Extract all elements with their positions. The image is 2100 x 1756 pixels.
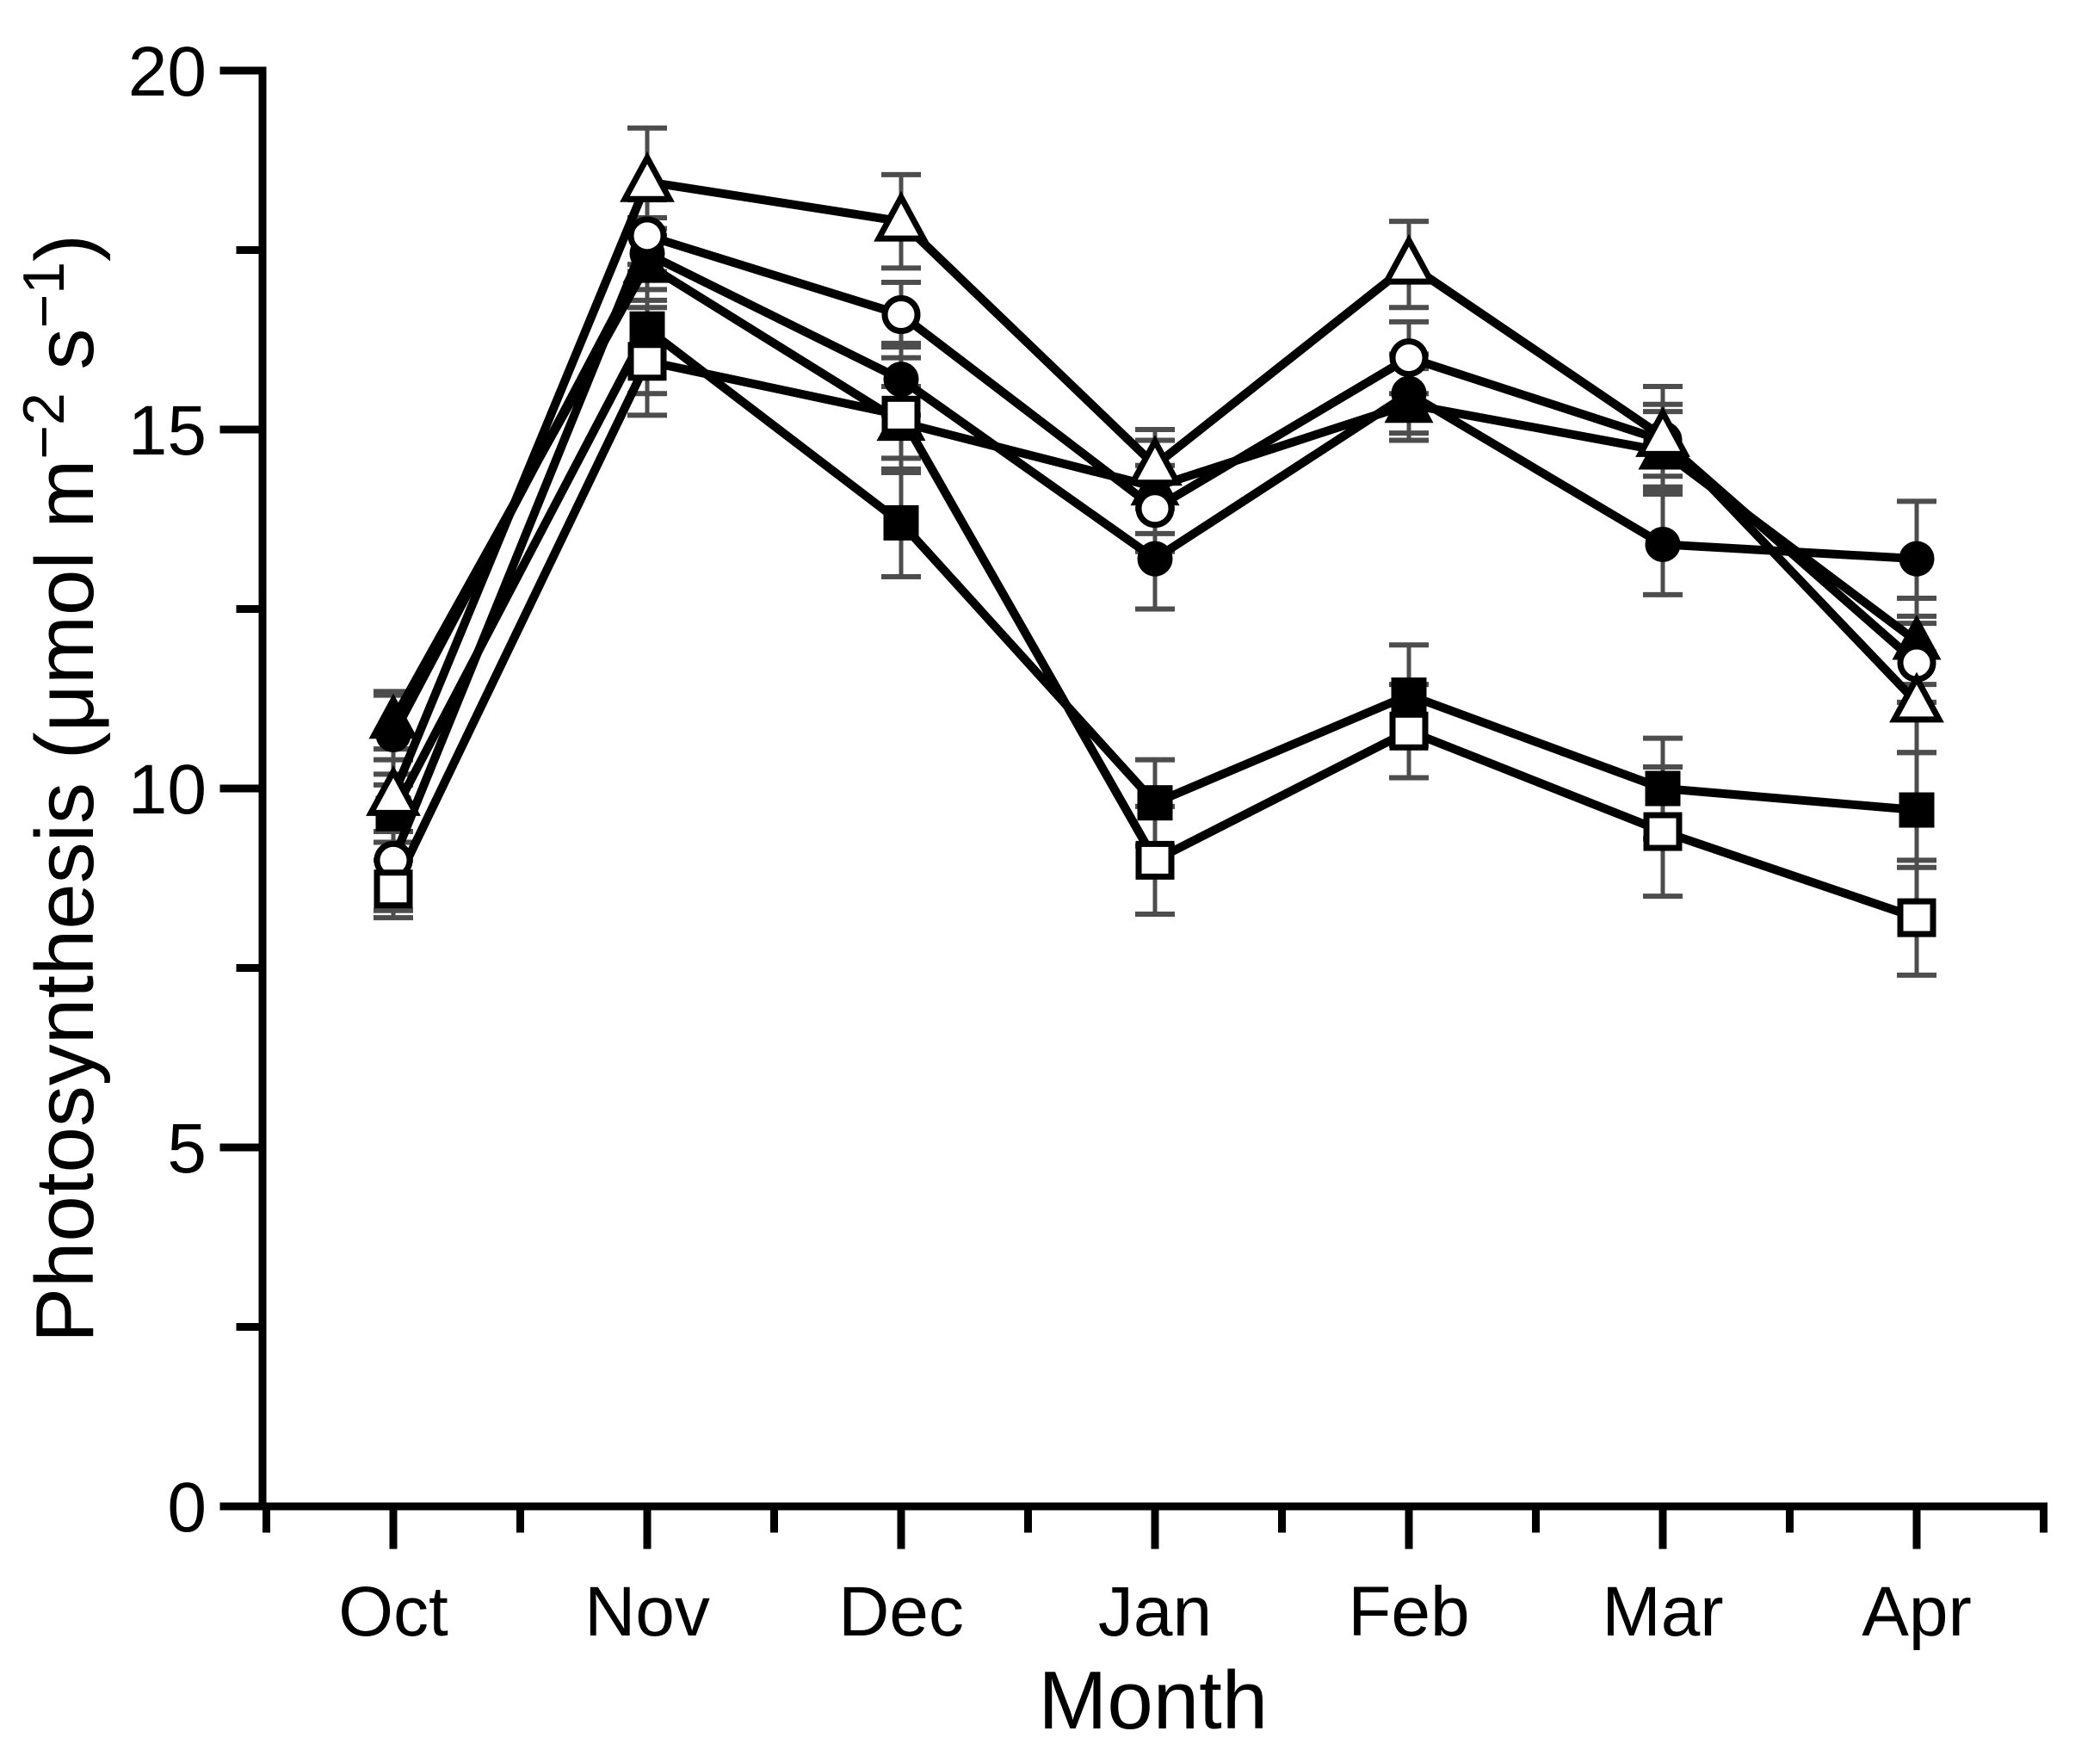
marker-circle-filled: [1899, 541, 1935, 577]
axis-titles: Month Photosynthesis (μmol m−2 s−1): [11, 234, 1268, 1747]
marker-circle-filled: [1645, 526, 1681, 562]
marker-square-open: [374, 869, 413, 909]
marker-triangle-open: [1635, 405, 1690, 457]
marker-circle-filled: [1137, 541, 1173, 577]
markers-square-open: [374, 342, 1936, 937]
y-tick-label: 15: [128, 392, 207, 470]
markers-triangle-filled: [368, 238, 1942, 739]
x-tick-label: Jan: [1098, 1573, 1212, 1651]
marker-circle-filled: [1391, 375, 1427, 411]
y-axis-title: Photosynthesis (μmol m−2 s−1): [11, 234, 111, 1343]
x-tick-label: Mar: [1602, 1573, 1723, 1651]
marker-square-open: [627, 342, 667, 381]
tick-labels: 0 5 10 15 20 Oct Nov Dec Jan Feb Mar Apr: [128, 33, 1972, 1651]
marker-triangle-open: [620, 151, 675, 202]
marker-square-filled: [1137, 785, 1173, 821]
marker-triangle-open: [1889, 671, 1944, 723]
marker-circle-open: [1135, 489, 1175, 529]
marker-square-open: [1389, 711, 1429, 751]
axes: [219, 66, 2048, 1549]
x-tick-label: Apr: [1862, 1573, 1972, 1651]
marker-circle-filled: [883, 362, 919, 398]
marker-square-open: [881, 395, 921, 435]
marker-square-filled: [1899, 792, 1935, 828]
x-axis-title: Month: [1038, 1654, 1268, 1747]
marker-square-filled: [629, 311, 665, 347]
marker-circle-open: [881, 295, 921, 335]
marker-square-filled: [1391, 677, 1427, 714]
markers-circle-filled: [375, 236, 1935, 752]
marker-circle-filled: [375, 716, 411, 752]
x-tick-label: Feb: [1348, 1573, 1469, 1651]
y-tick-label: 10: [128, 751, 207, 829]
marker-square-filled: [1645, 770, 1681, 807]
marker-square-open: [1643, 812, 1683, 851]
marker-square-open: [1135, 840, 1175, 880]
y-tick-label: 5: [167, 1110, 207, 1188]
marker-triangle-open: [1381, 233, 1436, 285]
marker-triangle-open: [874, 190, 929, 242]
x-tick-label: Oct: [338, 1573, 448, 1651]
y-tick-label: 20: [128, 33, 207, 111]
marker-square-filled: [883, 504, 919, 541]
series-markers: [366, 151, 1944, 937]
x-tick-label: Dec: [838, 1573, 964, 1651]
marker-square-open: [1897, 898, 1936, 937]
markers-square-filled: [375, 311, 1935, 832]
marker-circle-open: [1389, 338, 1429, 378]
marker-triangle-open: [366, 764, 421, 816]
marker-triangle-open: [1127, 435, 1183, 486]
x-tick-label: Nov: [584, 1573, 710, 1651]
markers-triangle-open: [366, 151, 1944, 816]
marker-circle-open: [627, 216, 667, 256]
y-tick-label: 0: [167, 1468, 207, 1547]
